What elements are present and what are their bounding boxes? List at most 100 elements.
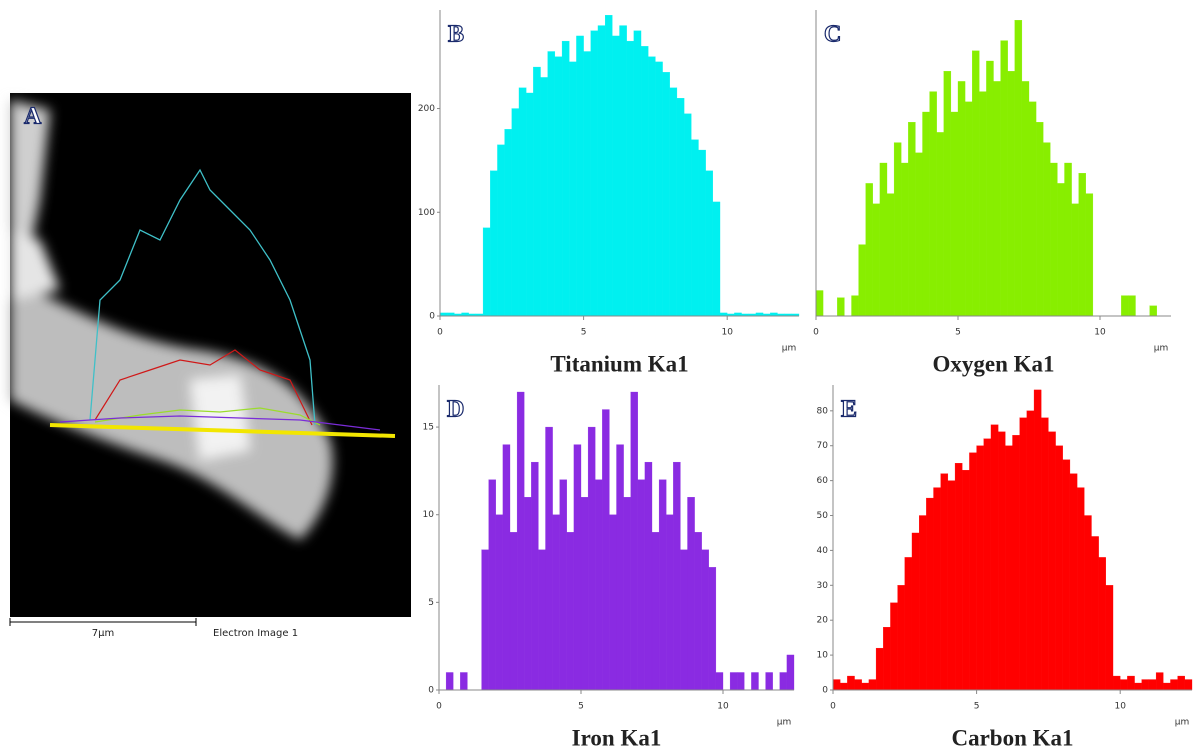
chart-panel: 0 100 200 0 5 10 µm B Titanium Ka1 xyxy=(418,10,800,376)
bar xyxy=(701,549,709,691)
bar xyxy=(595,479,603,691)
bar xyxy=(587,426,596,691)
bar xyxy=(687,497,695,691)
bar xyxy=(1170,679,1178,691)
x-unit: µm xyxy=(1154,344,1169,354)
sample-shape xyxy=(10,100,333,540)
bar xyxy=(1163,682,1171,691)
bar xyxy=(901,162,909,317)
bar xyxy=(482,227,491,317)
bar xyxy=(540,77,548,317)
x-tick-label: 5 xyxy=(578,702,584,712)
bar xyxy=(658,479,667,691)
bar xyxy=(786,654,795,691)
bar xyxy=(865,183,873,317)
bar xyxy=(847,675,855,691)
panel-title: Carbon Ka1 xyxy=(951,725,1073,750)
bar xyxy=(612,35,620,317)
scale-label: 7µm xyxy=(92,628,114,639)
bar xyxy=(751,672,759,691)
y-tick-label: 20 xyxy=(817,616,829,626)
bar xyxy=(879,162,888,317)
bar xyxy=(908,122,916,317)
y-tick-label: 80 xyxy=(817,406,829,416)
bar xyxy=(832,679,841,691)
bar xyxy=(1148,679,1157,691)
bar xyxy=(504,129,512,317)
bar xyxy=(1012,435,1020,691)
bar xyxy=(683,113,692,317)
y-tick-label: 100 xyxy=(418,208,435,218)
bar xyxy=(715,672,724,691)
y-tick-label: 40 xyxy=(817,546,829,556)
bar xyxy=(969,452,977,691)
bar xyxy=(602,409,610,691)
panel-label: D xyxy=(447,397,464,423)
bar xyxy=(957,81,966,317)
bar xyxy=(883,627,891,691)
panel-title: Oxygen Ka1 xyxy=(932,351,1054,376)
bar xyxy=(630,391,638,691)
bar xyxy=(868,679,877,691)
bar xyxy=(1141,679,1150,691)
bar xyxy=(1134,682,1142,691)
bar xyxy=(580,497,589,691)
bar xyxy=(545,426,553,691)
bar xyxy=(962,469,970,691)
bar xyxy=(1033,389,1042,691)
bar xyxy=(983,438,992,691)
bar xyxy=(1057,183,1065,317)
bar xyxy=(990,424,999,691)
x-tick-label: 10 xyxy=(717,702,729,712)
bar xyxy=(576,35,584,317)
bar xyxy=(460,672,468,691)
bar xyxy=(940,473,949,691)
bar xyxy=(640,46,649,317)
bar xyxy=(1084,515,1092,691)
panel-label: A xyxy=(24,104,42,130)
bar xyxy=(1019,417,1028,691)
bar xyxy=(569,61,577,317)
y-tick-label: 5 xyxy=(428,598,434,608)
bar xyxy=(854,679,862,691)
bar xyxy=(851,295,859,317)
bar xyxy=(559,479,567,691)
bar xyxy=(1085,193,1094,317)
bar xyxy=(911,532,920,691)
y-tick-label: 0 xyxy=(429,312,435,322)
bar xyxy=(502,444,511,691)
bar xyxy=(573,444,582,691)
bar xyxy=(1105,585,1114,691)
chart-panel: 0 5 10 15 0 5 10 µm D Iron Ka1 xyxy=(423,385,795,750)
bar xyxy=(655,61,663,317)
bar xyxy=(1021,81,1030,317)
bar xyxy=(993,81,1001,317)
x-tick-label: 0 xyxy=(437,328,443,338)
bar xyxy=(1120,679,1128,691)
y-tick-label: 30 xyxy=(817,581,829,591)
bar xyxy=(1007,71,1015,317)
bar xyxy=(779,672,788,691)
bar xyxy=(1062,459,1071,691)
bar xyxy=(837,297,845,317)
bar xyxy=(933,487,941,691)
bar xyxy=(708,567,717,691)
bar xyxy=(1069,473,1078,691)
bar xyxy=(609,514,617,691)
bar xyxy=(1091,536,1099,691)
bar xyxy=(662,72,670,317)
bar xyxy=(872,203,881,317)
bar xyxy=(490,170,498,317)
bar xyxy=(547,51,556,317)
bar xyxy=(1000,40,1008,317)
bar xyxy=(694,532,702,691)
bar xyxy=(947,480,956,691)
bar xyxy=(698,149,706,317)
profile-oxygen xyxy=(94,407,321,426)
bar xyxy=(1050,162,1058,317)
bar xyxy=(1048,431,1056,691)
x-unit: µm xyxy=(782,344,797,354)
scan-line xyxy=(49,423,396,438)
y-tick-label: 15 xyxy=(423,423,434,433)
